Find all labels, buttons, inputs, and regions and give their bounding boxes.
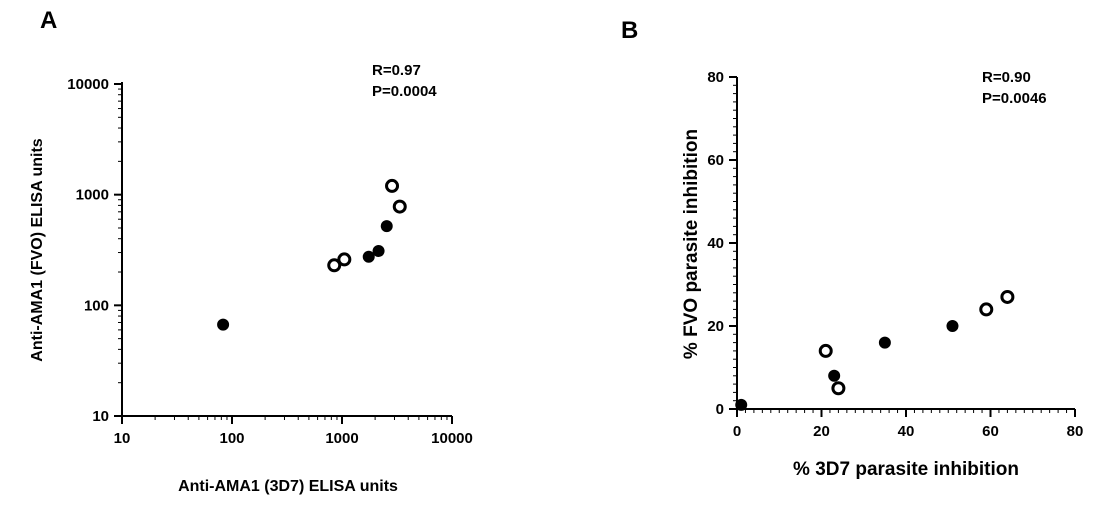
y-tick-label: 1000 [76,187,109,204]
y-tick-label: 100 [84,297,109,314]
panel-b-p-value: P=0.0046 [982,90,1047,107]
y-tick-label: 80 [707,69,724,86]
y-tick-label: 10000 [67,76,109,93]
panel-a-label: A [40,7,57,34]
x-tick-label: 1000 [325,430,358,447]
x-tick-label: 100 [219,430,244,447]
open-point [979,302,994,317]
panel-b-points [735,289,1015,411]
y-tick-label: 0 [716,401,724,418]
x-tick-label: 60 [982,423,999,440]
open-point [385,178,400,193]
x-tick-label: 40 [898,423,915,440]
panel-b-x-axis-title: % 3D7 parasite inhibition [793,459,1019,480]
filled-point [878,336,891,349]
filled-point [372,244,385,257]
filled-point [946,320,959,332]
x-tick-label: 10 [114,430,131,447]
panel-b-y-axis-title: % FVO parasite inhibition [681,129,702,359]
panel-b: B R=0.90 P=0.0046 0 20 40 60 80 0 20 40 60 80 % F… [621,17,1083,480]
filled-point [362,250,375,263]
filled-point [380,220,393,233]
panel-a-x-axis-title: Anti-AMA1 (3D7) ELISA units [178,478,398,495]
panel-a-ticks [114,83,453,424]
panel-a: A R=0.97 P=0.0004 10 100 1000 10000 10 100 100… [29,7,473,495]
open-point [327,258,342,273]
panel-b-r-value: R=0.90 [982,69,1031,86]
open-point [831,381,846,396]
x-tick-label: 0 [733,423,741,440]
x-tick-label: 10000 [431,430,473,447]
filled-point [828,369,841,382]
x-tick-label: 80 [1067,423,1084,440]
open-point [337,252,352,267]
y-tick-label: 10 [92,408,109,425]
open-point [392,199,407,214]
panel-a-r-value: R=0.97 [372,62,421,79]
x-tick-label: 20 [813,423,830,440]
y-tick-label: 60 [707,152,724,169]
filled-point [217,318,230,331]
panel-b-tick-labels: 0 20 40 60 80 0 20 40 60 80 [707,69,1083,440]
panel-a-points [217,178,407,331]
filled-point [735,398,748,411]
panel-a-p-value: P=0.0004 [372,83,437,100]
panel-b-label: B [621,17,638,44]
y-tick-label: 20 [707,318,724,335]
open-point [1000,289,1015,304]
panel-b-ticks [729,76,1076,417]
panel-a-tick-labels: 10 100 1000 10000 10 100 1000 10000 [67,76,473,447]
y-tick-label: 40 [707,235,724,252]
open-point [818,343,833,358]
panel-a-y-axis-title: Anti-AMA1 (FVO) ELISA units [29,138,46,361]
